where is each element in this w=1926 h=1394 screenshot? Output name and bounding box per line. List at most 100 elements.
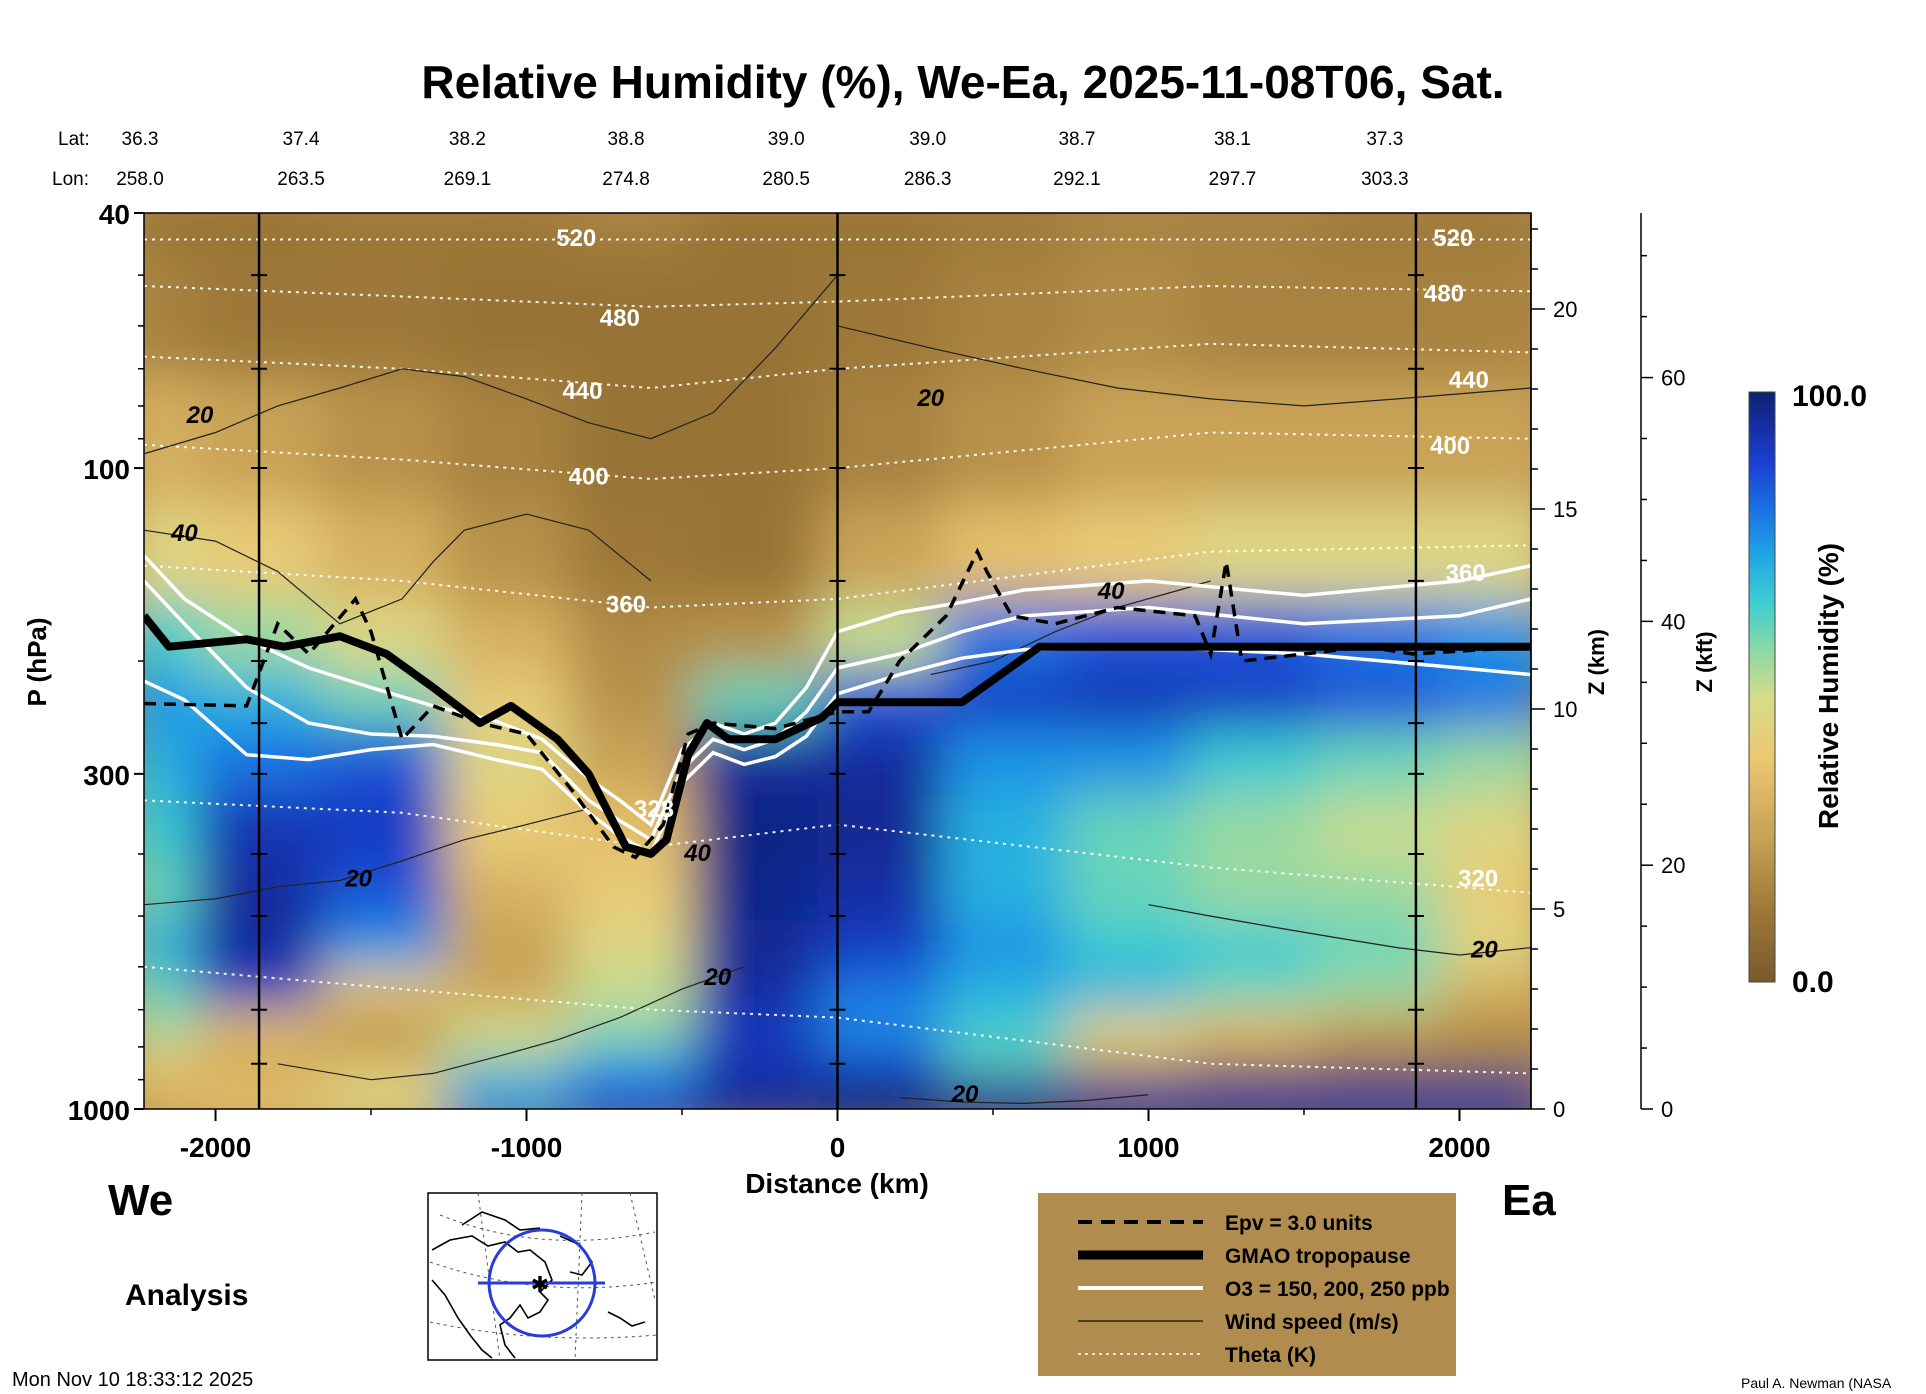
- theta-contours: [144, 238, 1531, 1075]
- map-center-icon: ✱: [531, 1272, 549, 1297]
- wind-label: 20: [1470, 936, 1498, 963]
- axes: -2000 -1000 0 1000 2000 40 100 300 1000 20 15 10 5 0 6…: [68, 199, 1686, 1163]
- theta-label: 440: [1449, 367, 1489, 394]
- lat-value: 38.7: [1058, 129, 1095, 150]
- map-grid-2: [429, 1261, 658, 1289]
- x-tick-label: 1000: [1117, 1132, 1179, 1163]
- z-km-tick-label: 15: [1553, 497, 1577, 522]
- theta-label: 520: [1433, 225, 1473, 252]
- y-axis-label: P (hPa): [22, 617, 52, 706]
- lon-value: 263.5: [277, 169, 325, 190]
- lon-value: 280.5: [762, 169, 810, 190]
- z-km-tick-label: 10: [1553, 697, 1577, 722]
- legend-label: GMAO tropopause: [1225, 1245, 1411, 1268]
- z-kft-tick-label: 60: [1661, 366, 1685, 391]
- station-lines: [251, 213, 1424, 1109]
- colorbar-min-label: 0.0: [1792, 966, 1834, 999]
- z-kft-tick-label: 40: [1661, 609, 1685, 634]
- legend-label: Wind speed (m/s): [1225, 1311, 1399, 1334]
- tropopause-line: [144, 613, 1531, 858]
- lat-value: 39.0: [909, 129, 946, 150]
- wind-line: [899, 1094, 1149, 1105]
- theta-label: 320: [1458, 866, 1498, 893]
- theta-label: 360: [1446, 560, 1486, 587]
- east-label: Ea: [1502, 1176, 1556, 1225]
- y-tick-label: 100: [83, 454, 130, 485]
- theta-line: [144, 965, 1531, 1075]
- plot-area: 520 480 440 400 360 328 520 480 440 400 360 320 20 40…: [144, 213, 1531, 1109]
- wind-label: 20: [703, 964, 731, 991]
- x-tick-label: 0: [830, 1132, 846, 1163]
- legend-label: O3 = 150, 200, 250 ppb: [1225, 1278, 1450, 1301]
- theta-label: 328: [634, 796, 674, 823]
- wind-label: 20: [916, 385, 944, 412]
- lon-value: 269.1: [444, 169, 492, 190]
- theta-label: 400: [1430, 433, 1470, 460]
- wind-label: 20: [344, 866, 372, 893]
- wind-line: [144, 513, 652, 625]
- colorbar: 100.0 0.0 Relative Humidity (%): [1748, 380, 1867, 999]
- legend-label: Theta (K): [1225, 1344, 1316, 1367]
- lat-label: Lat:: [58, 129, 90, 150]
- wind-line: [277, 966, 745, 1081]
- theta-line: [144, 342, 1531, 390]
- theta-line: [144, 284, 1531, 308]
- lat-value: 37.4: [283, 129, 320, 150]
- map-grid-1: [439, 1214, 656, 1241]
- wind-line: [144, 808, 589, 906]
- z-kft-tick-label: 20: [1661, 853, 1685, 878]
- colorbar-title: Relative Humidity (%): [1813, 543, 1844, 829]
- locator-map: ✱: [427, 1192, 658, 1361]
- wind-label: 20: [186, 402, 214, 429]
- y-tick-label: 300: [83, 760, 130, 791]
- x-tick-label: 2000: [1428, 1132, 1490, 1163]
- ozone-line: [144, 579, 1531, 843]
- epv-line: [144, 547, 1531, 860]
- lat-value: 39.0: [768, 129, 805, 150]
- wind-line: [1148, 904, 1531, 956]
- theta-line: [144, 544, 1531, 609]
- z-km-tick-label: 20: [1553, 297, 1577, 322]
- lat-value: 38.1: [1214, 129, 1251, 150]
- z-kft-axis-label: Z (kft): [1692, 631, 1717, 692]
- lon-value: 258.0: [116, 169, 164, 190]
- lat-value: 38.8: [608, 129, 645, 150]
- analysis-label: Analysis: [125, 1279, 248, 1312]
- timestamp: Mon Nov 10 18:33:12 2025: [12, 1369, 253, 1391]
- colorbar-bar: [1748, 391, 1776, 983]
- z-km-tick-label: 0: [1553, 1097, 1565, 1122]
- rh-field: [144, 213, 1531, 1109]
- epv-contour: [144, 547, 1531, 860]
- wind-label: 40: [683, 840, 711, 867]
- theta-label: 400: [569, 463, 609, 490]
- lon-value: 286.3: [904, 169, 952, 190]
- west-label: We: [108, 1176, 173, 1225]
- map-frame: [427, 1192, 658, 1361]
- lon-label: Lon:: [52, 169, 89, 190]
- lat-value: 37.3: [1366, 129, 1403, 150]
- chart-title: Relative Humidity (%), We-Ea, 2025-11-08…: [421, 56, 1504, 108]
- theta-line: [144, 431, 1531, 481]
- z-km-tick-label: 5: [1553, 897, 1565, 922]
- lat-value: 36.3: [122, 129, 159, 150]
- colorbar-max-label: 100.0: [1792, 380, 1867, 413]
- lon-value: 292.1: [1053, 169, 1101, 190]
- map-coastline: [431, 1211, 646, 1359]
- legend-label: Epv = 3.0 units: [1225, 1212, 1373, 1235]
- legend: Epv = 3.0 units GMAO tropopause O3 = 150, …: [1038, 1193, 1456, 1376]
- map-grid-6: [629, 1192, 656, 1301]
- lon-value: 274.8: [602, 169, 650, 190]
- z-kft-tick-label: 0: [1661, 1097, 1673, 1122]
- wind-line: [837, 325, 1531, 407]
- x-tick-label: -1000: [491, 1132, 563, 1163]
- wind-line: [930, 580, 1211, 676]
- x-tick-label: -2000: [180, 1132, 252, 1163]
- lat-lon-row: Lat: Lon: 36.3 258.0 37.4 263.5 38.2 269.1 38.…: [52, 129, 1409, 190]
- x-axis-label: Distance (km): [745, 1168, 929, 1199]
- theta-label: 440: [562, 378, 602, 405]
- y-tick-label: 1000: [68, 1095, 130, 1126]
- rh-cell: [1439, 1074, 1531, 1109]
- lon-value: 303.3: [1361, 169, 1409, 190]
- theta-label: 480: [600, 305, 640, 332]
